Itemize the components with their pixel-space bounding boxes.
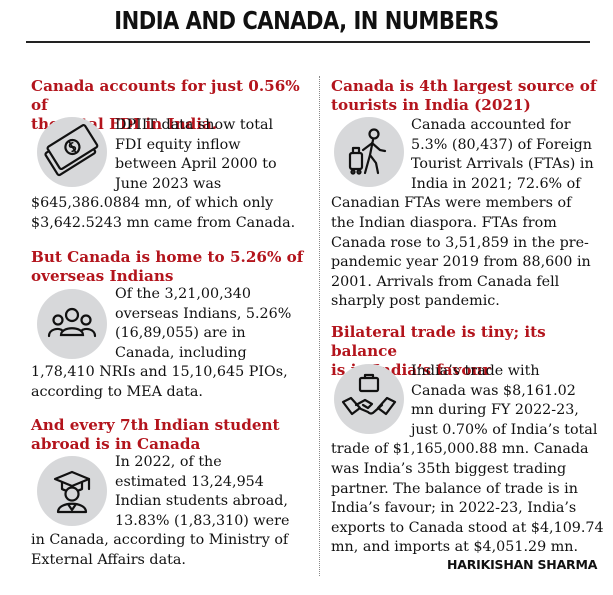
- people-icon: [37, 289, 107, 359]
- graduate-icon: [37, 456, 107, 526]
- tourists-text: Canada accounted for 5.3% (80,437) of Fo…: [331, 117, 594, 310]
- money-icon: [37, 117, 107, 187]
- diaspora-text: Of the 3,21,00,340 overseas Indians, 5.2…: [31, 286, 292, 400]
- students-heading: And every 7th Indian student abroad is i…: [31, 416, 280, 453]
- handshake-icon: [334, 364, 404, 434]
- tourists-section: Canada is 4th largest source of tourists…: [331, 77, 601, 115]
- title-divider: [26, 41, 590, 43]
- trade-text: India’s trade with Canada was $8,161.02 …: [331, 363, 604, 556]
- fdi-text: DPIIT data show total FDI equity inflow …: [31, 117, 296, 231]
- students-section: And every 7th Indian student abroad is i…: [31, 416, 311, 454]
- diaspora-section: But Canada is home to 5.26% of overseas …: [31, 248, 311, 286]
- tourists-heading: Canada is 4th largest source of tourists…: [331, 77, 597, 114]
- byline: HARIKISHAN SHARMA: [447, 557, 598, 572]
- page-title: INDIA AND CANADA, IN NUMBERS: [114, 6, 499, 35]
- traveller-icon: [334, 117, 404, 187]
- students-text: In 2022, of the estimated 13,24,954 Indi…: [31, 454, 290, 568]
- diaspora-heading: But Canada is home to 5.26% of overseas …: [31, 248, 304, 285]
- column-divider: [319, 76, 321, 576]
